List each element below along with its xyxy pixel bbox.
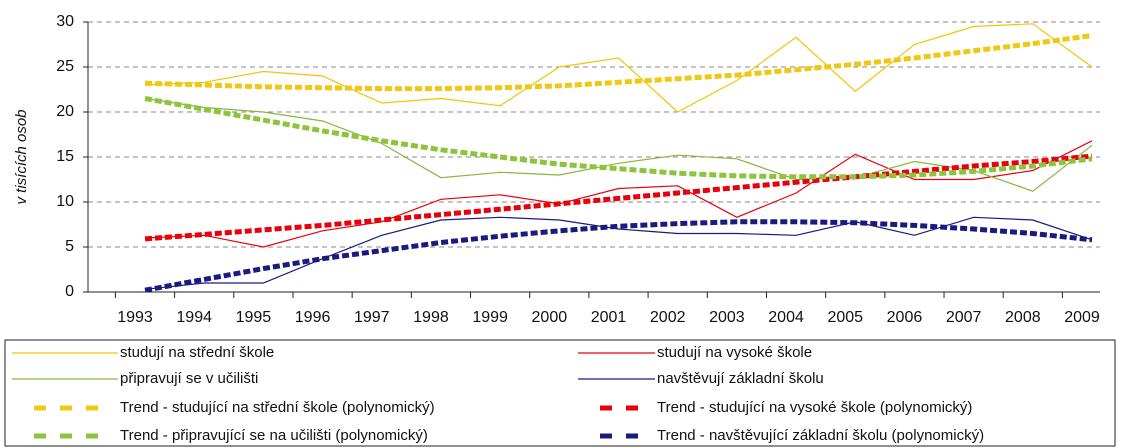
x-tick-label: 1996: [295, 309, 331, 326]
y-tick-label: 25: [56, 58, 74, 75]
x-tick-label: 2007: [946, 309, 982, 326]
series-line: [144, 216, 1093, 290]
legend-label: připravují se v učilišti: [120, 370, 258, 387]
x-tick-label: 2005: [827, 309, 863, 326]
legend-label: studují na vysoké škole: [657, 344, 812, 361]
series-line: [144, 23, 1093, 113]
y-tick-label: 0: [65, 283, 74, 300]
y-axis-label: v tisících osob: [13, 109, 30, 204]
y-tick-label: 10: [56, 193, 74, 210]
x-tick-label: 2004: [768, 309, 804, 326]
legend-label: Trend - studující na střední škole (poly…: [120, 399, 435, 416]
x-tick-label: 2000: [532, 309, 568, 326]
y-tick-label: 5: [65, 238, 74, 255]
x-tick-label: 1994: [176, 309, 212, 326]
legend-label: navštěvují základní školu: [657, 370, 824, 387]
x-tick-label: 2002: [650, 309, 686, 326]
x-tick-label: 1995: [236, 309, 272, 326]
x-tick-label: 2006: [887, 309, 923, 326]
legend-label: Trend - připravující se na učilišti (pol…: [120, 427, 428, 444]
x-tick-label: 1997: [354, 309, 390, 326]
legend-label: studují na střední škole: [120, 344, 274, 361]
trend-line: [144, 96, 1093, 180]
trend-line: [144, 219, 1093, 293]
legend-label: Trend - studující na vysoké škole (polyn…: [657, 399, 972, 416]
x-tick-label: 2009: [1064, 309, 1100, 326]
trend-line: [144, 153, 1093, 242]
trend-line: [144, 33, 1093, 92]
series-line: [144, 97, 1093, 192]
y-tick-label: 30: [56, 13, 74, 30]
x-tick-label: 1999: [472, 309, 508, 326]
series-line: [144, 140, 1093, 248]
x-tick-label: 2008: [1005, 309, 1041, 326]
x-tick-label: 2003: [709, 309, 745, 326]
y-tick-label: 20: [56, 103, 74, 120]
x-tick-label: 1998: [413, 309, 449, 326]
x-tick-label: 2001: [591, 309, 627, 326]
x-tick-label: 1993: [117, 309, 153, 326]
legend-box: [4, 339, 1116, 447]
legend-label: Trend - navštěvující základní školu (pol…: [657, 427, 984, 444]
y-tick-label: 15: [56, 148, 74, 165]
